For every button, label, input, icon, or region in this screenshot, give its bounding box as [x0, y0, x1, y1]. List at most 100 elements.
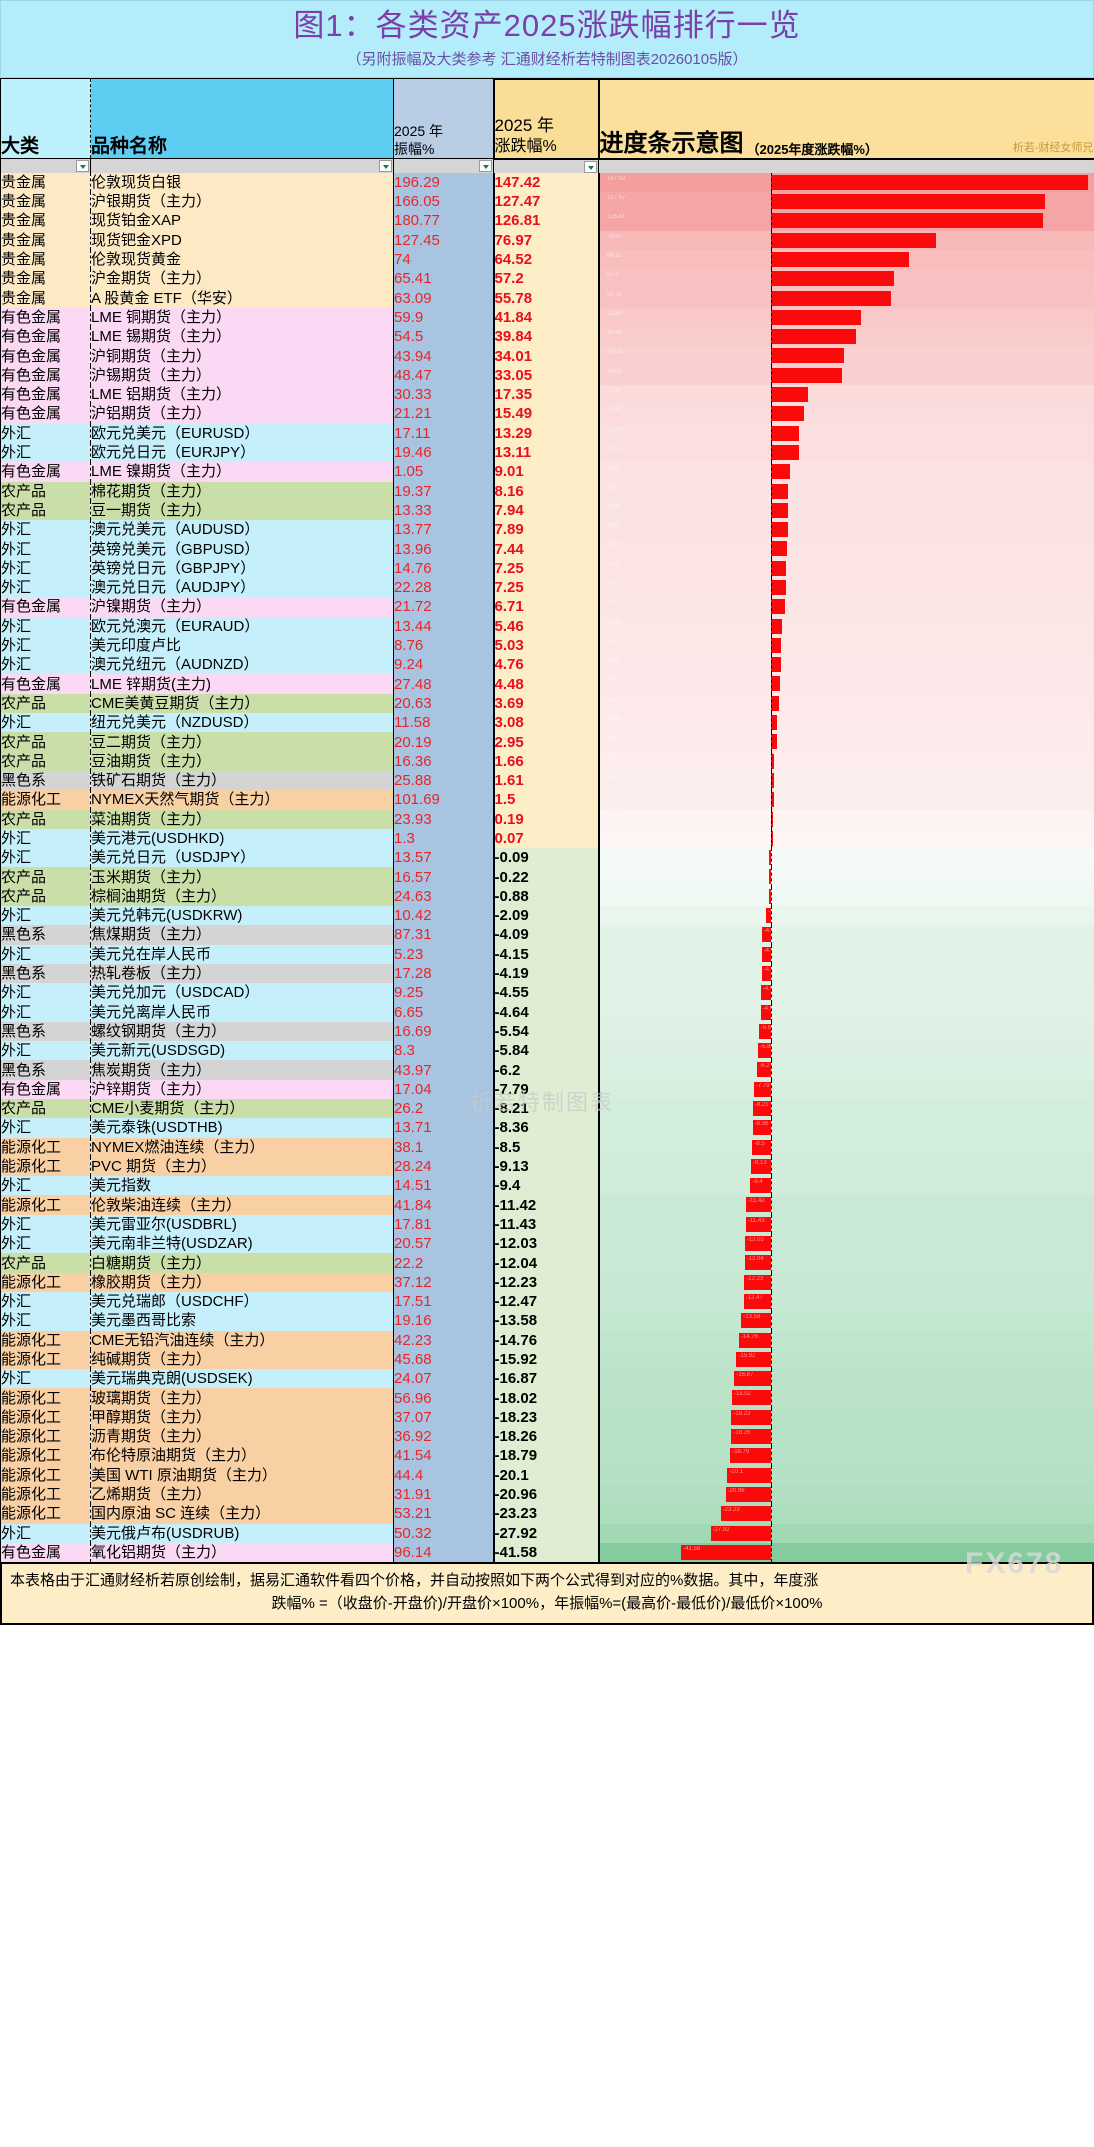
bar-value-label: -0.22	[770, 870, 785, 877]
cell-change-pct: 6.71	[493, 597, 600, 617]
cell-amplitude: 56.96	[393, 1388, 495, 1408]
table-row: 能源化工 美国 WTI 原油期货（主力） 44.4 -20.1 -20.1	[0, 1465, 1094, 1485]
cell-amplitude: 31.91	[393, 1484, 495, 1505]
cell-progress-bar: 7.89	[598, 520, 1094, 540]
cell-instrument-name: 白糖期货（主力）	[90, 1253, 394, 1273]
cell-change-pct: -7.79	[493, 1079, 600, 1099]
cell-amplitude: 1.3	[393, 828, 495, 849]
cell-change-pct: 1.5	[493, 790, 600, 810]
table-row: 农产品 豆二期货（主力） 20.19 2.95 2.95	[0, 732, 1094, 752]
cell-amplitude: 5.23	[393, 944, 495, 964]
bar-segment	[770, 174, 1088, 190]
cell-change-pct: 1.66	[493, 751, 600, 771]
cell-progress-bar: 17.35	[598, 385, 1094, 405]
bar-segment	[752, 1101, 771, 1116]
bar-segment	[760, 985, 771, 1001]
cell-amplitude: 14.51	[393, 1176, 495, 1196]
bar-segment	[770, 676, 781, 692]
bar-value-label: -5.84	[760, 1044, 774, 1051]
table-row: 贵金属 现货钯金XPD 127.45 76.97 76.97	[0, 230, 1094, 250]
bar-segment	[757, 1062, 771, 1078]
cell-progress-bar: 126.81	[598, 211, 1094, 231]
table-row: 外汇 美元俄卢布(USDRUB) 50.32 -27.92 -27.92	[0, 1523, 1094, 1543]
cell-change-pct: -23.23	[493, 1504, 600, 1524]
zero-axis-line	[770, 269, 772, 289]
cell-instrument-name: 美元瑞典克朗(USDSEK)	[90, 1369, 394, 1389]
cell-amplitude: 196.29	[393, 172, 495, 193]
cell-category: 能源化工	[0, 1388, 91, 1408]
bar-value-label: -41.58	[683, 1545, 701, 1552]
filter-cell-category[interactable]	[0, 158, 91, 173]
filter-row[interactable]	[0, 158, 1094, 173]
bar-value-label: 9.01	[606, 465, 619, 472]
cell-progress-bar: -12.47	[598, 1291, 1094, 1312]
cell-category: 外汇	[0, 520, 91, 540]
cell-change-pct: -4.19	[493, 963, 600, 984]
table-row: 农产品 豆一期货（主力） 13.33 7.94 7.94	[0, 500, 1094, 521]
bar-segment	[770, 213, 1044, 229]
cell-category: 外汇	[0, 983, 91, 1003]
zero-axis-line	[770, 481, 772, 501]
cell-amplitude: 13.71	[393, 1118, 495, 1138]
header-name: 品种名称	[90, 78, 394, 160]
zero-axis-line	[770, 1234, 772, 1254]
cell-instrument-name: 菜油期货（主力）	[90, 809, 394, 829]
cell-amplitude: 44.4	[393, 1465, 495, 1485]
bar-value-label: -8.5	[754, 1140, 765, 1147]
zero-axis-line	[770, 1446, 772, 1466]
cell-change-pct: 4.76	[493, 655, 600, 675]
chevron-down-icon[interactable]	[76, 160, 89, 173]
cell-progress-bar: -13.58	[598, 1311, 1094, 1331]
header-credit: 析若-财经女师兄	[1012, 141, 1094, 154]
cell-instrument-name: 豆二期货（主力）	[90, 732, 394, 752]
cell-category: 农产品	[0, 1253, 91, 1273]
cell-progress-bar: -20.1	[598, 1465, 1094, 1485]
table-row: 外汇 澳元兑纽元（AUDNZD） 9.24 4.76 4.76	[0, 655, 1094, 675]
bar-value-label: 3.69	[606, 696, 619, 703]
table-row: 外汇 英镑兑美元（GBPUSD） 13.96 7.44 7.44	[0, 539, 1094, 559]
chevron-down-icon[interactable]	[479, 160, 492, 173]
table-row: 能源化工 沥青期货（主力） 36.92 -18.26 -18.26	[0, 1427, 1094, 1447]
bar-value-label: -13.58	[743, 1314, 761, 1321]
cell-amplitude: 21.21	[393, 404, 495, 424]
cell-category: 贵金属	[0, 211, 91, 231]
cell-amplitude: 17.04	[393, 1079, 495, 1099]
filter-cell-name[interactable]	[90, 158, 394, 173]
zero-axis-line	[770, 1388, 772, 1408]
chevron-down-icon[interactable]	[584, 160, 597, 173]
bar-value-label: -11.42	[748, 1198, 765, 1205]
filter-cell-amplitude[interactable]	[393, 158, 494, 173]
cell-progress-bar: -12.03	[598, 1234, 1094, 1254]
cell-amplitude: 21.72	[393, 597, 495, 617]
bar-segment	[768, 888, 771, 904]
cell-amplitude: 27.48	[393, 674, 495, 694]
cell-instrument-name: 美国 WTI 原油期货（主力）	[90, 1465, 394, 1485]
cell-change-pct: -11.42	[493, 1195, 600, 1215]
cell-progress-bar: -6.2	[598, 1060, 1094, 1080]
cell-change-pct: -18.02	[493, 1388, 600, 1408]
cell-instrument-name: LME 铜期货（主力）	[90, 307, 394, 328]
chevron-down-icon[interactable]	[379, 160, 392, 173]
cell-amplitude: 166.05	[393, 192, 495, 212]
cell-category: 农产品	[0, 481, 91, 501]
cell-progress-bar: 39.84	[598, 327, 1094, 347]
cell-instrument-name: 美元兑加元（USDCAD）	[90, 983, 394, 1003]
cell-category: 外汇	[0, 1002, 91, 1022]
cell-amplitude: 16.69	[393, 1021, 495, 1042]
zero-axis-line	[770, 385, 772, 405]
cell-amplitude: 54.5	[393, 327, 495, 347]
zero-axis-line	[770, 230, 772, 250]
cell-change-pct: -20.96	[493, 1484, 600, 1505]
table-header-row: 大类 品种名称 2025 年 振幅% 2025 年 涨跌幅% 进度条示意图 （2…	[0, 77, 1094, 160]
cell-amplitude: 180.77	[393, 211, 495, 231]
zero-axis-line	[770, 346, 772, 366]
cell-change-pct: -6.2	[493, 1060, 600, 1080]
table-row: 能源化工 伦敦柴油连续（主力） 41.84 -11.42 -11.42	[0, 1195, 1094, 1215]
cell-instrument-name: 沪金期货（主力）	[90, 269, 394, 289]
cell-amplitude: 11.58	[393, 713, 495, 733]
filter-cell-change[interactable]	[493, 158, 599, 173]
zero-axis-line	[770, 327, 772, 347]
cell-instrument-name: 玻璃期货（主力）	[90, 1388, 394, 1408]
bar-segment	[736, 1351, 771, 1367]
bar-value-label: -8.36	[754, 1121, 769, 1128]
